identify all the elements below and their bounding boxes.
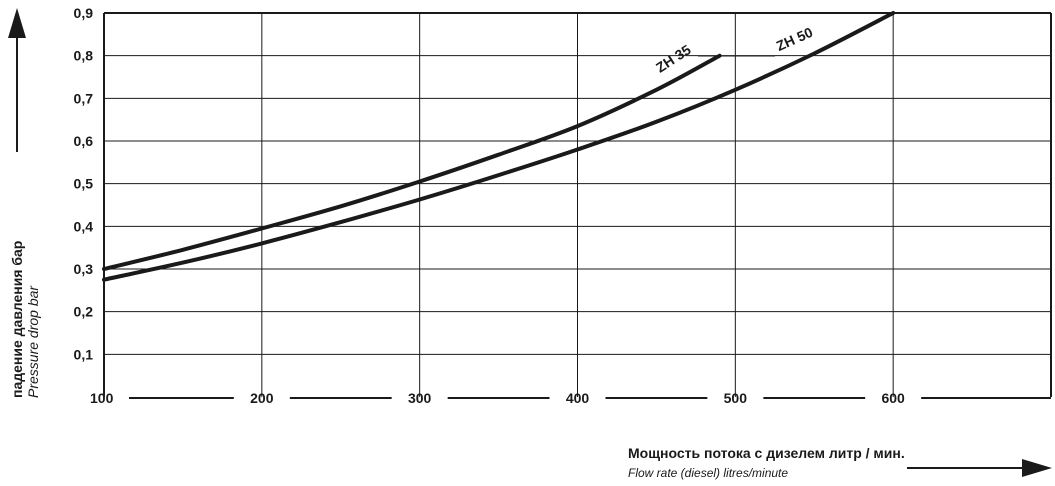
x-axis-label-en: Flow rate (diesel) litres/minute xyxy=(628,466,788,480)
series-line-zh50 xyxy=(102,11,896,282)
y-tick-label: 0,8 xyxy=(74,48,94,64)
y-tick-label: 0,5 xyxy=(74,176,94,192)
series-layer xyxy=(102,11,896,282)
x-tick-label: 200 xyxy=(250,390,274,406)
y-tick-label: 0,9 xyxy=(74,5,94,21)
y-tick-label: 0,2 xyxy=(74,304,94,320)
y-axis-arrow xyxy=(8,8,26,152)
x-axis-label: Мощность потока с дизелем литр / мин. xyxy=(628,445,905,461)
x-tick-label: 500 xyxy=(724,390,748,406)
x-axis-arrow xyxy=(907,459,1052,477)
y-tick-label: 0,3 xyxy=(74,261,94,277)
y-tick-label: 0,1 xyxy=(74,346,94,362)
x-tick-label: 300 xyxy=(408,390,432,406)
x-tick-label: 600 xyxy=(881,390,905,406)
series-label-zh50: ZH 50 xyxy=(774,24,816,54)
y-tick-label: 0,7 xyxy=(74,90,94,106)
y-axis-label: падение давления бар xyxy=(9,241,25,398)
x-tick-label: 400 xyxy=(566,390,590,406)
y-axis-label-en: Pressure drop bar xyxy=(25,285,41,398)
series-line-zh35 xyxy=(102,53,722,271)
x-tick-label: 100 xyxy=(90,390,114,406)
y-tick-label: 0,4 xyxy=(74,218,94,234)
grid xyxy=(103,12,1052,399)
label-layer: 0,1 0,2 0,3 0,4 0,5 0,6 0,7 0,8 0,9 100 200 300 400 5… xyxy=(74,5,906,406)
series-label-zh35: ZH 35 xyxy=(653,41,694,75)
y-tick-label: 0,6 xyxy=(74,133,94,149)
